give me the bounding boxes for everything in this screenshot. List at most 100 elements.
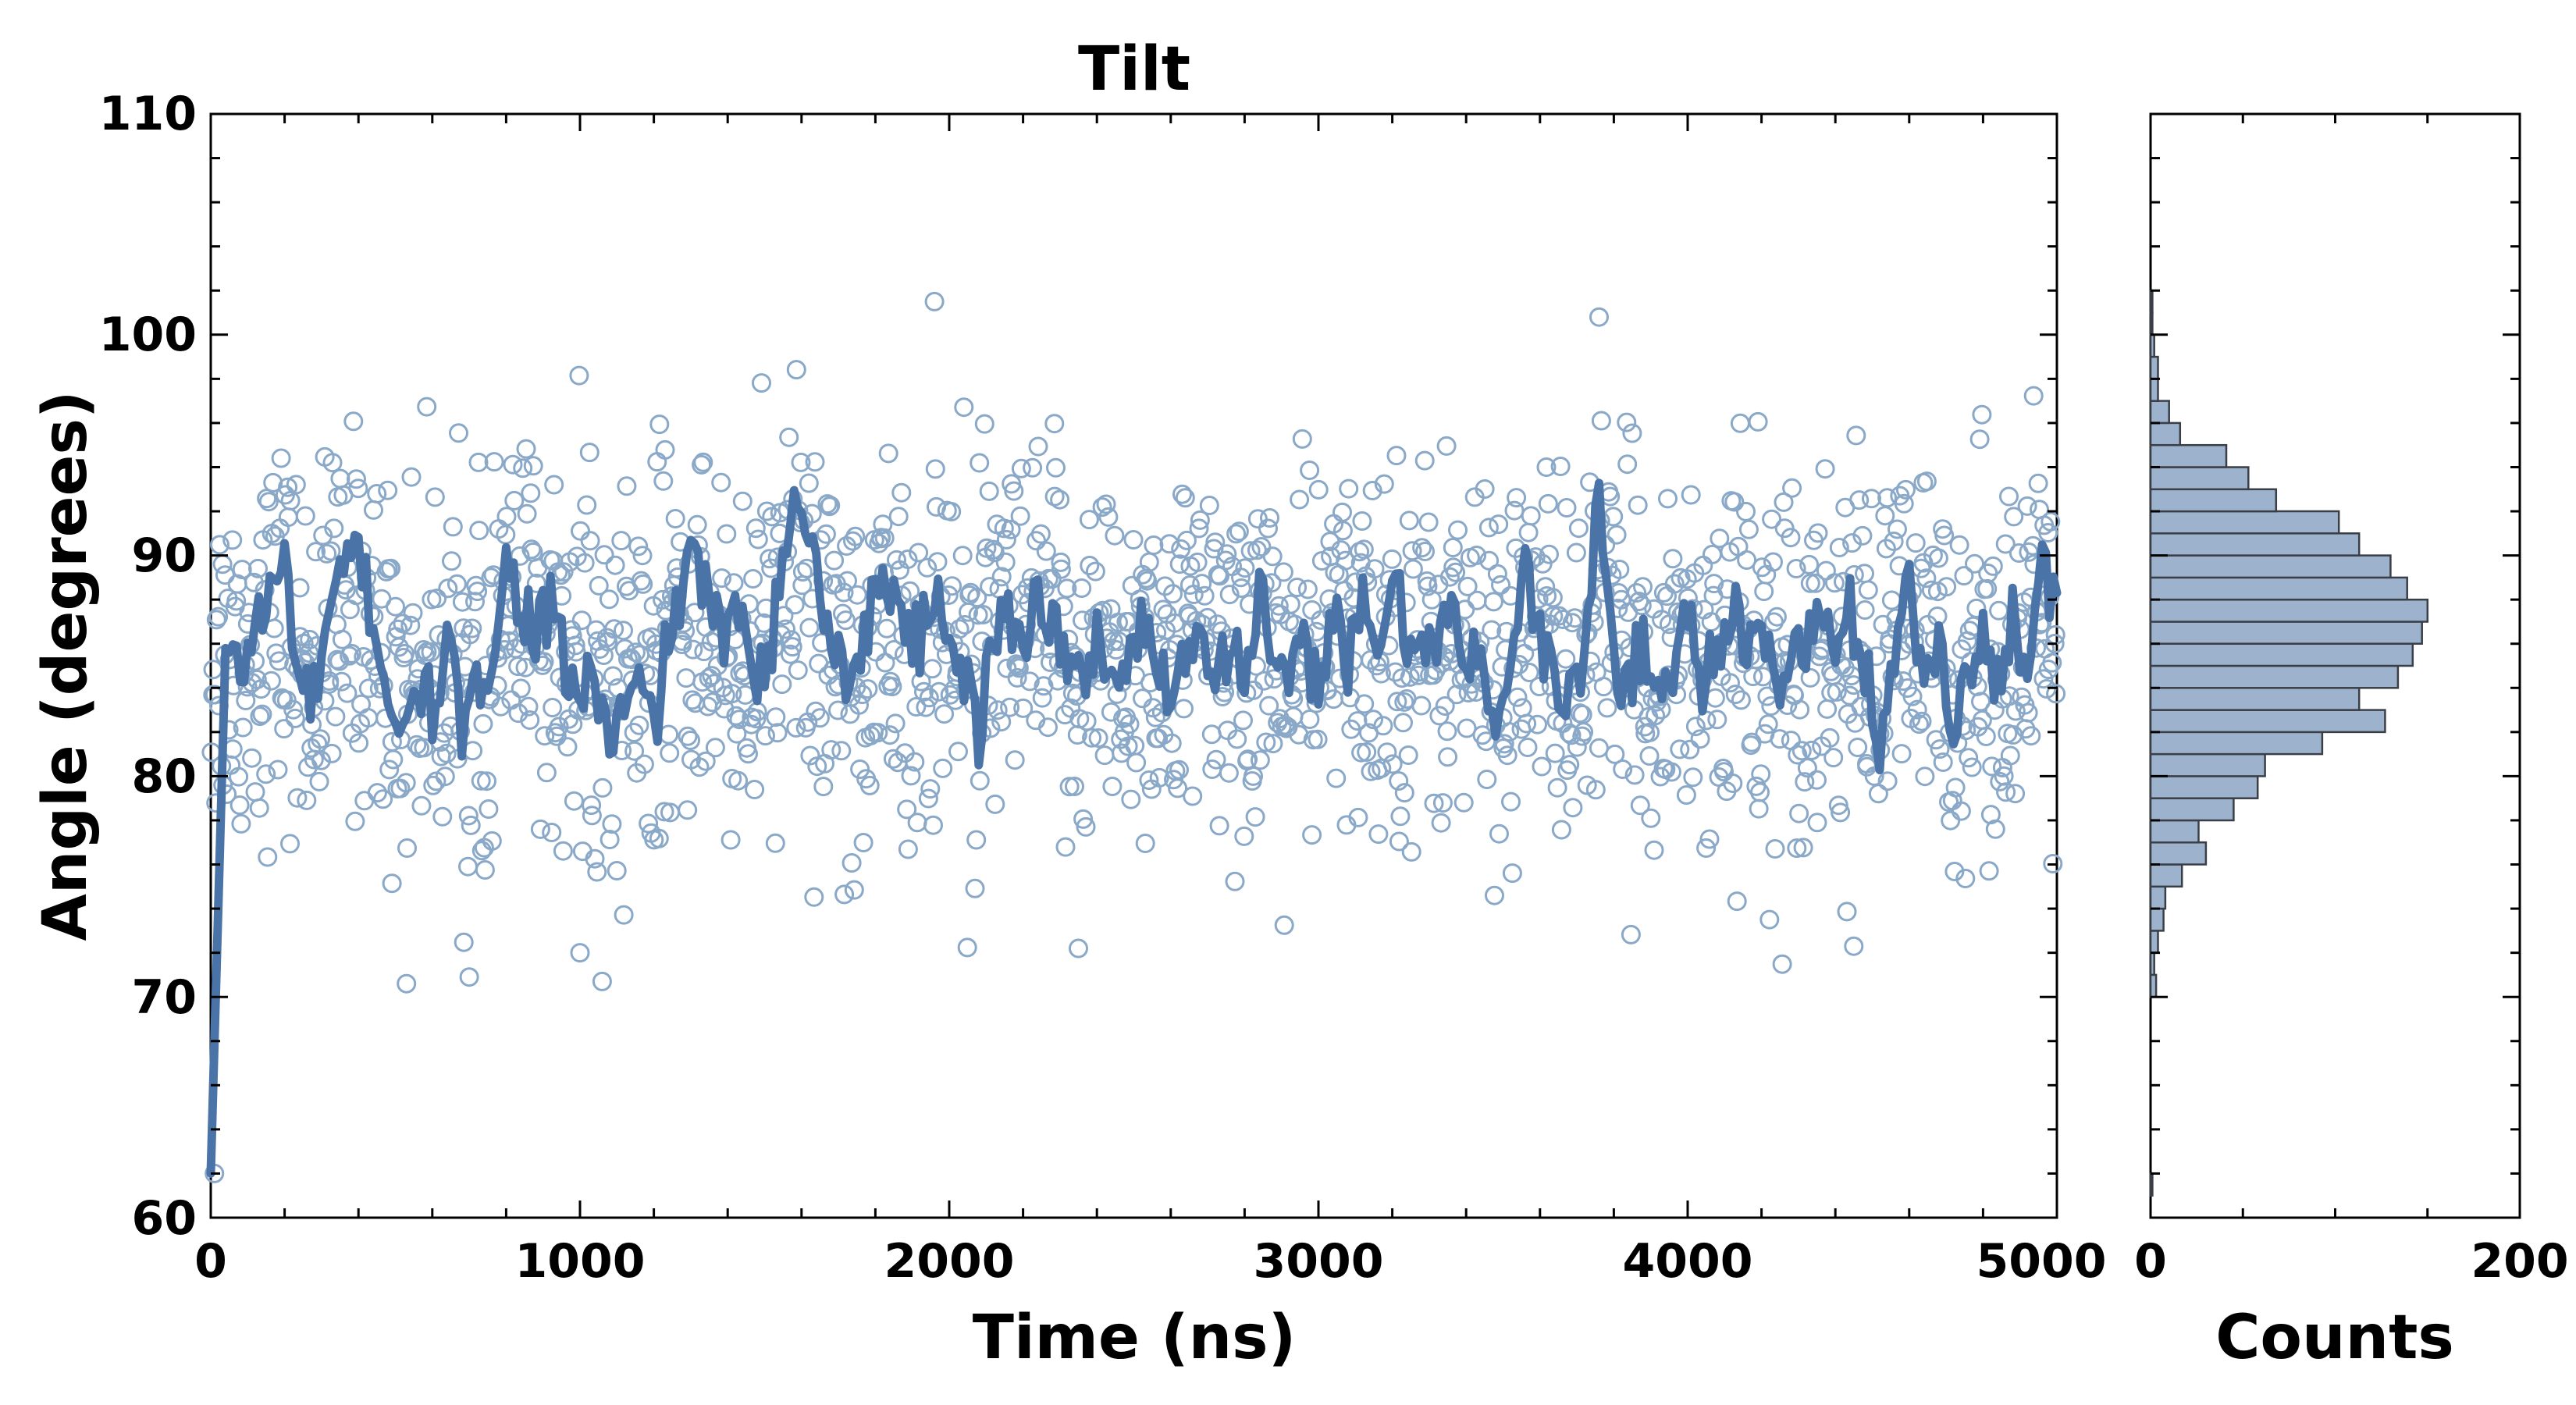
scatter-point [425,487,445,507]
scatter-point [332,671,352,692]
scatter-point [1971,692,1991,712]
scatter-point [544,475,564,495]
scatter-point [1795,772,1815,792]
scatter-point [987,700,1008,720]
scatter-point [1862,489,1881,509]
scatter-point [1852,525,1873,546]
scatter-point [1457,718,1477,738]
scatter-point [791,452,811,472]
scatter-point [1909,714,1929,735]
scatter-point [1400,667,1420,687]
scatter-point [786,360,806,380]
scatter-point [1055,705,1075,725]
main-axis-ticks [209,112,2058,1219]
scatter-point [781,630,801,650]
histogram-bar [2149,775,2259,799]
scatter-point [1010,506,1030,526]
scatter-point [1750,782,1770,802]
scatter-point [780,644,800,664]
scatter-point [400,615,421,635]
scatter-point [475,860,495,880]
scatter-point [1736,501,1756,521]
scatter-point [1855,600,1875,620]
scatter-point [873,514,893,535]
scatter-point [629,715,649,735]
scatter-point [835,610,856,631]
scatter-point [526,573,546,593]
scatter-point [504,490,525,510]
histogram-bar [2149,885,2167,910]
scatter-point [927,552,948,572]
scatter-point [849,695,869,715]
histogram-axis-ticks [2149,112,2521,1219]
scatter-point [1979,861,1999,881]
scatter-point [1227,729,1247,749]
scatter-point [1605,744,1625,764]
scatter-point [317,543,337,564]
scatter-point [1072,578,1092,598]
scatter-point [1606,525,1627,545]
scatter-point [1858,580,1878,600]
scatter-point [1770,729,1790,749]
scatter-point [278,507,298,528]
scatter-point [1557,498,1577,518]
x-tick-label: 0 [194,1234,227,1289]
scatter-point [2005,784,2026,804]
scatter-point [728,770,749,791]
histogram-bar [2149,951,2155,976]
scatter-point [297,790,317,810]
scatter-point [1135,834,1155,853]
scatter-point [1574,722,1594,742]
scatter-point [676,668,696,688]
scatter-point [381,558,401,578]
scatter-point [1123,530,1144,550]
scatter-point [1823,748,1844,768]
scatter-point [1589,307,1609,327]
x-tick-label: 5000 [1976,1234,2107,1289]
histogram-bar [2149,576,2408,601]
scatter-point [1192,574,1212,594]
scatter-point [1690,729,1710,749]
scatter-point [1234,826,1254,846]
scatter-point [1808,523,1828,543]
scatter-point [745,518,766,539]
scatter-point [1389,831,1409,852]
scatter-point [275,485,295,505]
scatter-point [1032,688,1052,708]
scatter-point [1098,507,1119,527]
scatter-point [1738,519,1759,539]
scatter-point [2021,726,2041,746]
scatter-point [788,660,808,681]
scatter-point [745,780,765,799]
scatter-point [628,536,649,557]
scatter-point [1364,559,1385,579]
scatter-point [991,712,1012,732]
scatter-point [1103,631,1123,652]
scatter-point [1589,738,1609,758]
scatter-point [844,880,864,900]
scatter-point [1133,688,1152,709]
scatter-point [1106,640,1126,660]
histogram-bar [2149,289,2154,314]
scatter-point [760,549,780,569]
scatter-point [1951,801,1971,821]
scatter-point [2000,745,2020,766]
scatter-point [582,806,602,826]
y-tick-label: 100 [99,308,197,362]
scatter-point [875,653,895,673]
scatter-point [393,614,413,634]
scatter-point [203,660,223,680]
scatter-point [1485,885,1504,905]
scatter-point [722,684,742,704]
scatter-point [905,752,925,772]
scatter-point [792,562,813,582]
y-tick-label: 90 [132,528,197,583]
scatter-point [1238,749,1258,770]
scatter-point [1439,567,1460,587]
scatter-point [702,666,722,686]
scatter-point [647,452,667,472]
scatter-point [1895,479,1916,500]
scatter-point [311,729,330,749]
scatter-point [785,595,805,615]
scatter-point [2033,669,2054,689]
